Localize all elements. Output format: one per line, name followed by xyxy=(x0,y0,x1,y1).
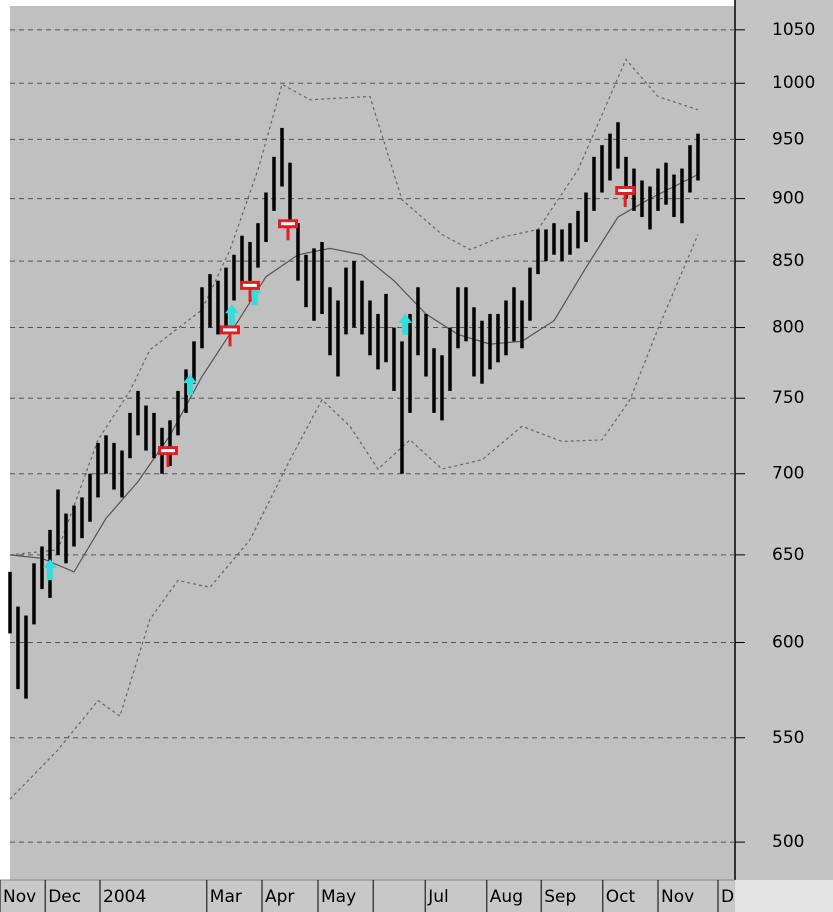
x-tick-label: Aug xyxy=(490,887,523,907)
y-tick-label: 800 xyxy=(772,318,804,338)
y-tick-label: 550 xyxy=(772,728,804,748)
sell-signal-mark xyxy=(223,328,237,332)
x-tick-label: Oct xyxy=(606,887,636,907)
x-tick-label: Sep xyxy=(544,887,576,907)
buy-signal xyxy=(183,374,197,396)
y-tick-label: 650 xyxy=(772,545,804,565)
y-tick-label: 1050 xyxy=(772,20,815,40)
sell-signal-mark xyxy=(243,283,257,287)
sell-signal-mark xyxy=(161,449,175,453)
x-tick-label: Apr xyxy=(265,887,294,907)
sell-signal-mark xyxy=(618,188,633,192)
x-tick-label: Jul xyxy=(427,887,449,907)
y-tick-label: 600 xyxy=(772,633,804,653)
buy-signal xyxy=(225,304,239,326)
y-tick-label: 500 xyxy=(772,832,804,852)
x-tick-label: Dec xyxy=(48,887,81,907)
y-tick-label: 750 xyxy=(772,388,804,408)
plot-area xyxy=(10,6,735,880)
buy-signal xyxy=(398,313,413,335)
band-line xyxy=(9,58,699,556)
sell-signal-mark xyxy=(281,222,295,226)
x-tick-label: D xyxy=(721,887,734,907)
x-tick-label: Nov xyxy=(3,887,36,907)
y-tick-label: 900 xyxy=(772,189,804,209)
y-tick-label: 950 xyxy=(772,129,804,149)
buy-signal xyxy=(43,559,57,581)
x-tick-label: May xyxy=(321,887,356,907)
x-tick-label: Mar xyxy=(210,887,242,907)
x-axis-panel xyxy=(0,880,735,912)
x-tick-label: 2004 xyxy=(103,887,146,907)
band-line xyxy=(9,173,699,573)
x-tick-label: Nov xyxy=(661,887,694,907)
y-tick-label: 1000 xyxy=(772,73,815,93)
corner xyxy=(735,880,833,912)
y-axis-panel xyxy=(735,0,833,880)
band-line xyxy=(9,234,699,800)
y-tick-label: 700 xyxy=(772,464,804,484)
y-tick-label: 850 xyxy=(772,251,804,271)
